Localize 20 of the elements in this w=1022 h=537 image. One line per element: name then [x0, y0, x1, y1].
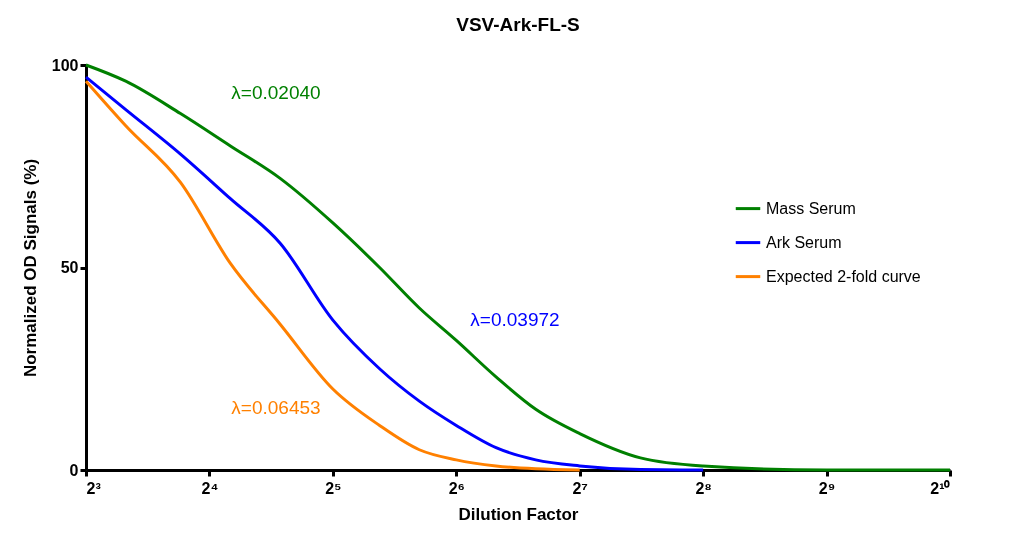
- annotation: λ=0.02040: [231, 82, 321, 103]
- legend-label: Expected 2-fold curve: [766, 267, 921, 285]
- x-tick-label: 2³: [86, 479, 101, 497]
- x-axis-title: Dilution Factor: [458, 504, 579, 524]
- legend-label: Ark Serum: [766, 233, 842, 251]
- y-tick-label: 100: [51, 56, 79, 74]
- x-tick-label: 2⁸: [695, 479, 712, 497]
- chart-title: VSV-Ark-FL-S: [456, 14, 580, 35]
- legend-label: Mass Serum: [766, 199, 856, 217]
- y-tick-label: 0: [69, 461, 79, 479]
- y-tick-label: 50: [60, 259, 79, 276]
- x-tick-label: 2⁷: [572, 479, 588, 497]
- x-tick-label: 2⁶: [448, 479, 465, 497]
- x-tick-label: 2⁴: [201, 479, 219, 497]
- annotation: λ=0.03972: [470, 309, 560, 330]
- x-tick-label: 2¹⁰: [930, 479, 951, 497]
- y-axis-title: Normalized OD Signals (%): [20, 158, 40, 378]
- x-tick-label: 2⁵: [325, 479, 342, 497]
- x-tick-label: 2⁹: [818, 479, 836, 497]
- annotation: λ=0.06453: [231, 397, 321, 418]
